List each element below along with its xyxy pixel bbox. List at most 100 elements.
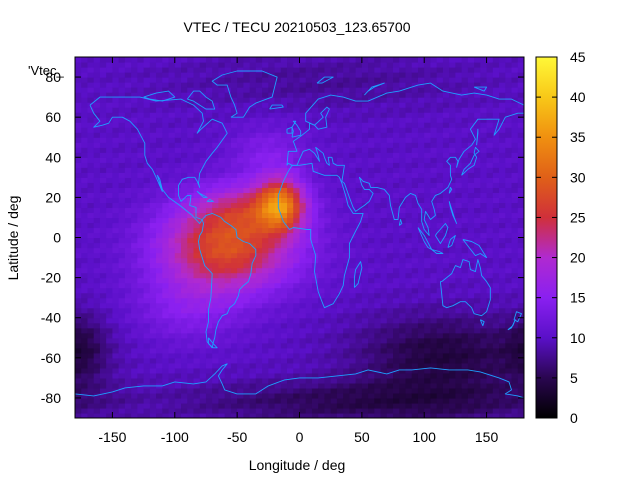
heatmap-cell [374,287,382,294]
heatmap-cell [212,72,220,78]
heatmap-cell [455,327,463,334]
heatmap-cell [336,347,344,354]
heatmap-cell [149,292,157,299]
heatmap-cell [149,112,157,118]
heatmap-cell [461,292,469,299]
heatmap-cell [343,322,350,329]
heatmap-cell [243,207,251,214]
heatmap-cell [162,137,170,143]
heatmap-cell [212,402,220,409]
heatmap-cell [299,182,307,188]
heatmap-cell [380,192,388,198]
heatmap-cell [355,322,363,329]
heatmap-cell [187,77,195,83]
heatmap-cell [330,347,338,354]
heatmap-cell [305,232,313,239]
heatmap-cell [449,172,457,178]
heatmap-cell [417,277,425,284]
heatmap-cell [324,372,332,379]
heatmap-cell [255,377,263,384]
heatmap-cell [355,392,363,399]
heatmap-cell [505,407,513,414]
heatmap-cell [492,162,500,168]
heatmap-cell [305,282,313,289]
heatmap-cell [149,407,157,414]
heatmap-cell [336,352,344,359]
heatmap-cell [430,97,438,103]
heatmap-cell [262,147,269,153]
heatmap-cell [149,87,157,93]
heatmap-cell [368,357,375,364]
heatmap-cell [324,252,332,259]
heatmap-cell [156,132,163,138]
heatmap-cell [118,147,126,153]
heatmap-cell [187,327,195,334]
heatmap-cell [162,342,170,349]
heatmap-cell [386,147,394,153]
heatmap-cell [112,412,120,418]
heatmap-cell [324,192,332,198]
heatmap-cell [467,322,475,329]
heatmap-cell [280,287,288,294]
heatmap-cell [156,207,163,214]
heatmap-cell [311,302,319,309]
heatmap-cell [461,297,469,304]
heatmap-cell [162,282,170,289]
heatmap-cell [455,337,463,344]
heatmap-cell [380,262,388,269]
heatmap-cell [237,187,244,193]
heatmap-cell [399,62,407,68]
heatmap-cell [205,227,213,234]
heatmap-cell [168,407,176,414]
heatmap-cell [399,157,407,163]
heatmap-cell [212,227,220,234]
heatmap-cell [162,117,170,123]
heatmap-cell [467,327,475,334]
heatmap-cell [449,377,457,384]
heatmap-cell [162,217,170,224]
heatmap-cell [193,327,201,334]
heatmap-cell [81,412,89,418]
heatmap-cell [318,167,326,173]
heatmap-cell [361,162,369,168]
heatmap-cell [137,77,145,83]
heatmap-cell [449,402,457,409]
heatmap-cell [237,177,244,183]
heatmap-cell [461,212,469,219]
heatmap-cell [193,262,201,269]
heatmap-cell [187,132,195,138]
heatmap-cell [81,277,89,284]
heatmap-cell [255,67,263,73]
heatmap-cell [205,312,213,319]
heatmap-cell [461,152,469,158]
heatmap-cell [411,377,419,384]
heatmap-cell [81,172,89,178]
heatmap-cell [361,242,369,249]
heatmap-cell [137,287,145,294]
heatmap-cell [374,122,382,128]
heatmap-cell [237,207,244,214]
heatmap-cell [149,212,157,219]
heatmap-cell [336,187,344,193]
heatmap-cell [199,322,207,329]
heatmap-cell [112,267,120,274]
heatmap-cell [299,177,307,183]
heatmap-cell [499,142,506,148]
heatmap-cell [424,282,432,289]
heatmap-cell [436,212,444,219]
heatmap-cell [467,282,475,289]
heatmap-cell [411,357,419,364]
heatmap-cell [243,77,251,83]
heatmap-cell [417,202,425,209]
heatmap-cell [474,202,481,209]
heatmap-cell [330,92,338,98]
heatmap-cell [137,242,145,249]
heatmap-cell [405,152,413,158]
heatmap-cell [93,172,101,178]
heatmap-cell [299,397,307,404]
heatmap-cell [405,312,413,319]
heatmap-cell [162,392,170,399]
heatmap-cell [299,262,307,269]
heatmap-cell [330,277,338,284]
heatmap-cell [449,257,457,264]
